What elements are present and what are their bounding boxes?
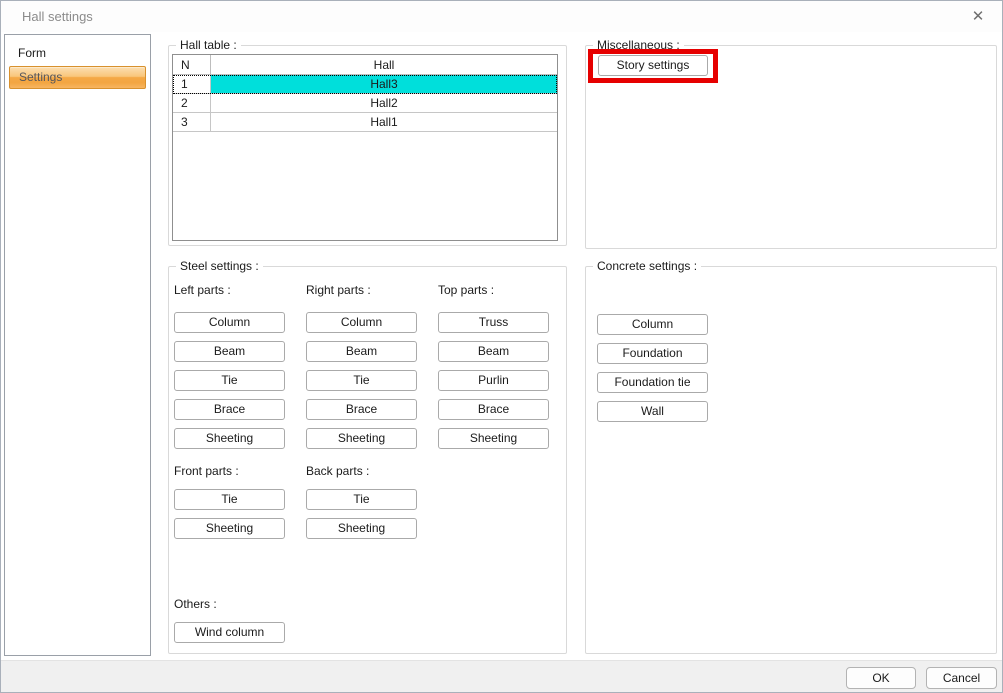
- ok-button[interactable]: OK: [846, 667, 916, 689]
- story-settings-button[interactable]: Story settings: [598, 55, 708, 76]
- front-tie-button[interactable]: Tie: [174, 489, 285, 510]
- row-number: 2: [173, 94, 211, 112]
- left-beam-button[interactable]: Beam: [174, 341, 285, 362]
- hall-table: N Hall 1 Hall3 2 Hall2 3 Hall1: [172, 54, 558, 241]
- right-beam-button[interactable]: Beam: [306, 341, 417, 362]
- right-column-button[interactable]: Column: [306, 312, 417, 333]
- table-row[interactable]: 3 Hall1: [173, 113, 557, 132]
- window-title: Hall settings: [22, 9, 93, 24]
- front-sheeting-button[interactable]: Sheeting: [174, 518, 285, 539]
- cancel-button[interactable]: Cancel: [926, 667, 997, 689]
- hall-name: Hall2: [370, 96, 398, 110]
- concrete-column-button[interactable]: Column: [597, 314, 708, 335]
- top-truss-button[interactable]: Truss: [438, 312, 549, 333]
- row-number: 3: [173, 113, 211, 131]
- right-tie-button[interactable]: Tie: [306, 370, 417, 391]
- hall-name: Hall1: [370, 115, 398, 129]
- top-sheeting-button[interactable]: Sheeting: [438, 428, 549, 449]
- wind-column-button[interactable]: Wind column: [174, 622, 285, 643]
- top-brace-button[interactable]: Brace: [438, 399, 549, 420]
- right-brace-button[interactable]: Brace: [306, 399, 417, 420]
- right-parts-label: Right parts :: [306, 283, 371, 297]
- column-header-n: N: [173, 55, 211, 74]
- miscellaneous-group-label: Miscellaneous :: [593, 38, 684, 52]
- left-sheeting-button[interactable]: Sheeting: [174, 428, 285, 449]
- table-row[interactable]: 1 Hall3: [173, 75, 557, 94]
- top-beam-button[interactable]: Beam: [438, 341, 549, 362]
- top-parts-label: Top parts :: [438, 283, 495, 297]
- sidebar: Form Settings: [4, 34, 151, 656]
- table-row[interactable]: 2 Hall2: [173, 94, 557, 113]
- hall-table-header: N Hall: [173, 55, 557, 75]
- hall-name: Hall3: [211, 75, 557, 93]
- left-column-button[interactable]: Column: [174, 312, 285, 333]
- back-parts-label: Back parts :: [306, 464, 370, 478]
- sidebar-item-form[interactable]: Form: [18, 46, 46, 60]
- right-sheeting-button[interactable]: Sheeting: [306, 428, 417, 449]
- left-parts-label: Left parts :: [174, 283, 231, 297]
- sidebar-item-settings[interactable]: Settings: [9, 66, 146, 89]
- row-number: 1: [173, 75, 211, 93]
- steel-settings-group-label: Steel settings :: [176, 259, 263, 273]
- close-icon[interactable]: ✕: [971, 8, 985, 25]
- concrete-wall-button[interactable]: Wall: [597, 401, 708, 422]
- concrete-settings-group-label: Concrete settings :: [593, 259, 702, 273]
- others-label: Others :: [174, 597, 217, 611]
- column-header-hall: Hall: [373, 58, 395, 72]
- concrete-foundation-tie-button[interactable]: Foundation tie: [597, 372, 708, 393]
- top-purlin-button[interactable]: Purlin: [438, 370, 549, 391]
- left-tie-button[interactable]: Tie: [174, 370, 285, 391]
- title-bar: Hall settings ✕: [1, 1, 1002, 32]
- front-parts-label: Front parts :: [174, 464, 239, 478]
- footer-bar: OK Cancel: [1, 660, 1002, 692]
- hall-table-group-label: Hall table :: [176, 38, 241, 52]
- left-brace-button[interactable]: Brace: [174, 399, 285, 420]
- back-tie-button[interactable]: Tie: [306, 489, 417, 510]
- back-sheeting-button[interactable]: Sheeting: [306, 518, 417, 539]
- concrete-foundation-button[interactable]: Foundation: [597, 343, 708, 364]
